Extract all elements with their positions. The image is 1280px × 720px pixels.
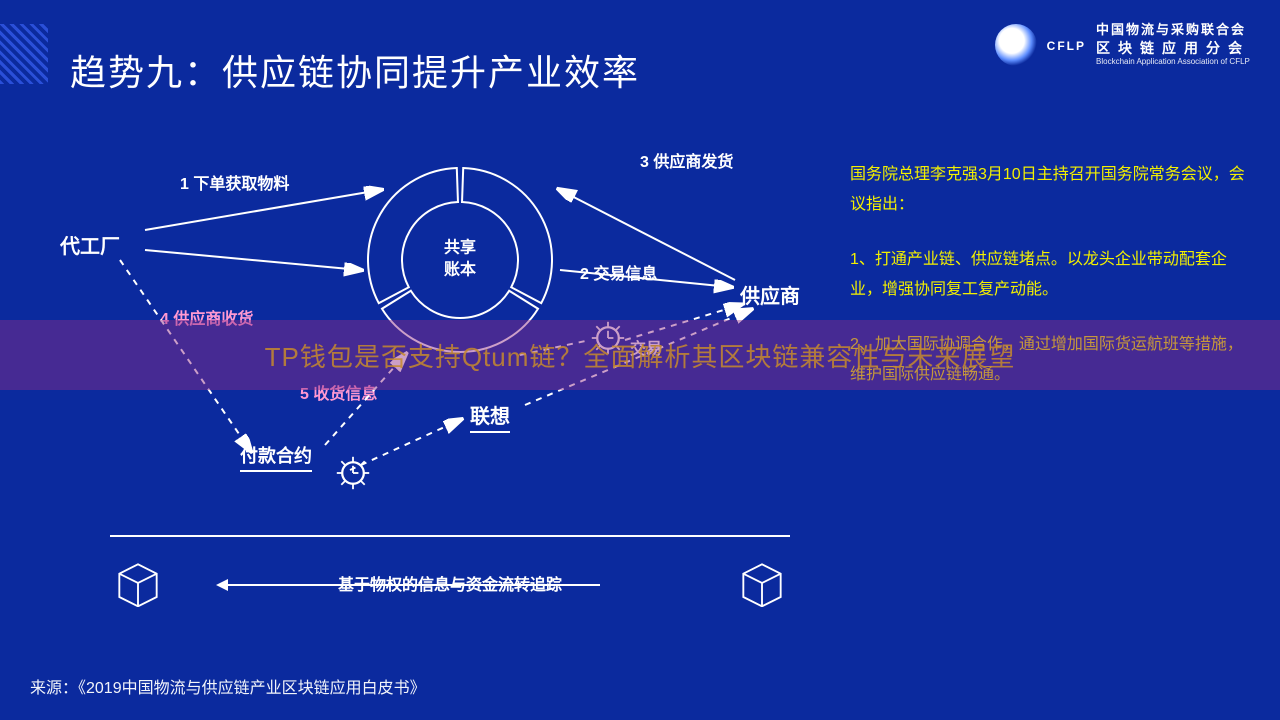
watermark-overlay: TP钱包是否支持Qtum链？全面解析其区块链兼容性与未来展望 [0,320,1280,390]
page-title: 趋势九：供应链协同提升产业效率 [70,44,640,96]
box-icon [734,559,790,607]
watermark-text: TP钱包是否支持Qtum链？全面解析其区块链兼容性与未来展望 [265,337,1016,374]
right-p1: 国务院总理李克强3月10日主持召开国务院常务会议，会议指出： [850,160,1250,221]
logo-brand: CFLP [1047,39,1086,53]
logo-cn1: 中国物流与采购联合会 [1096,22,1250,39]
right-p2: 1、打通产业链、供应链堵点。以龙头企业带动配套企业，增强协同复工复产动能。 [850,245,1250,306]
corner-decoration [0,24,48,84]
gear-icon [335,455,371,491]
logo-block: CFLP 中国物流与采购联合会 区块链应用分会 Blockchain Appli… [995,22,1250,67]
logo-cn2: 区块链应用分会 [1096,39,1250,57]
box-icon [110,559,166,607]
bottom-arrow [220,584,600,586]
bottom-flow: 基于物权的信息与资金流转追踪 [110,535,790,607]
logo-icon [995,24,1037,66]
logo-en: Blockchain Application Association of CF… [1096,57,1250,67]
source-citation: 来源：《2019中国物流与供应链产业区块链应用白皮书》 [30,674,426,698]
bottom-label: 基于物权的信息与资金流转追踪 [338,571,562,595]
